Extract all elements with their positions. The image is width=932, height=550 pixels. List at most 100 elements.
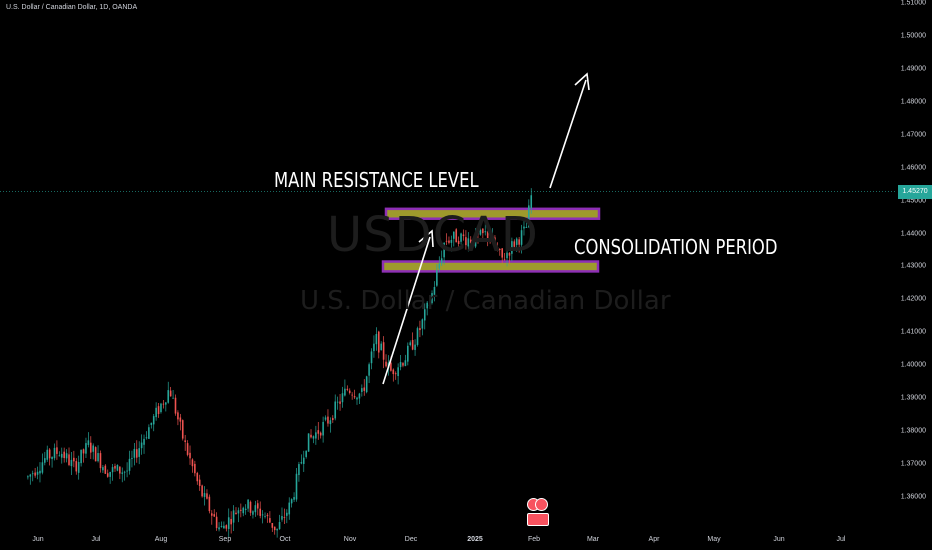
- candle: [235, 507, 237, 515]
- annotation-consolidation: CONSOLIDATION PERIOD: [574, 235, 778, 259]
- candle-body: [469, 239, 472, 244]
- candle-body: [208, 496, 211, 512]
- candle-body: [160, 403, 162, 413]
- candle: [305, 450, 307, 459]
- candle-body: [523, 226, 525, 229]
- candle: [469, 236, 472, 246]
- candle-body: [77, 462, 80, 473]
- candle: [77, 455, 80, 480]
- candle: [167, 381, 170, 404]
- candle: [208, 494, 211, 514]
- candle: [138, 441, 140, 465]
- candle: [433, 281, 436, 302]
- candle-body: [186, 443, 189, 455]
- candle: [273, 526, 276, 535]
- candle: [39, 462, 41, 483]
- candle-body: [508, 252, 511, 256]
- price-tick-label: 1.39000: [900, 394, 926, 402]
- candle-body: [140, 442, 143, 449]
- candle: [368, 362, 370, 383]
- candle-body: [356, 397, 358, 400]
- candle-body: [276, 528, 278, 531]
- candle: [322, 416, 324, 443]
- candle: [198, 474, 201, 491]
- candle-body: [174, 397, 177, 414]
- candle-body: [450, 239, 453, 243]
- candle-body: [518, 239, 520, 245]
- candle-body: [324, 417, 327, 420]
- candle: [508, 252, 511, 265]
- candle-body: [165, 402, 167, 405]
- candle: [97, 445, 99, 463]
- candle: [109, 471, 111, 484]
- candle: [465, 230, 467, 250]
- candle-body: [155, 407, 157, 418]
- candle: [315, 425, 317, 445]
- candle: [75, 458, 78, 475]
- resistance-zone[interactable]: [384, 207, 601, 220]
- candle: [515, 237, 518, 252]
- candle-body: [467, 238, 470, 247]
- candle-body: [232, 510, 235, 523]
- candle-body: [351, 394, 353, 396]
- candle: [140, 434, 143, 455]
- candle-body: [80, 449, 82, 464]
- candle-body: [65, 453, 68, 459]
- candle-body: [307, 433, 310, 452]
- candle-body: [506, 252, 508, 259]
- candle: [152, 413, 155, 432]
- candle: [220, 521, 223, 528]
- candle: [249, 500, 252, 516]
- candle: [494, 235, 496, 249]
- candle-body: [99, 453, 102, 469]
- candle: [331, 415, 334, 423]
- consolidation-zone[interactable]: [381, 260, 600, 273]
- price-tick-label: 1.44000: [900, 230, 926, 238]
- candle: [479, 221, 482, 236]
- candle-body: [399, 362, 402, 368]
- candle-body: [133, 448, 136, 458]
- candle: [440, 250, 443, 267]
- candle-body: [104, 465, 107, 474]
- candle: [218, 522, 220, 532]
- time-tick-label: Jun: [32, 536, 44, 543]
- candle: [48, 448, 51, 466]
- candle: [489, 237, 491, 244]
- candle-body: [191, 459, 194, 467]
- candle: [184, 434, 186, 451]
- candle: [353, 389, 356, 399]
- candle-body: [53, 447, 56, 459]
- candle-body: [27, 476, 29, 478]
- candle-body: [70, 459, 73, 467]
- event-icon[interactable]: [535, 498, 548, 511]
- candle: [298, 461, 300, 482]
- candle: [177, 410, 179, 426]
- price-tick-label: 1.42000: [900, 295, 926, 303]
- candle: [189, 445, 191, 465]
- candle: [310, 429, 312, 439]
- candle-body: [322, 421, 324, 436]
- candle: [302, 450, 305, 472]
- candle-body: [269, 518, 271, 523]
- candle: [244, 504, 247, 515]
- candle: [477, 229, 479, 244]
- price-axis[interactable]: 1.51000 1.50000 1.49000 1.48000 1.47000 1.460…: [896, 0, 932, 550]
- candle-body: [409, 342, 412, 346]
- candle-body: [525, 226, 528, 228]
- candle: [421, 318, 424, 336]
- candle: [409, 340, 412, 347]
- candle-body: [111, 467, 114, 473]
- candle-body: [210, 513, 213, 516]
- candle: [237, 507, 240, 523]
- candle: [365, 375, 368, 394]
- candle-body: [162, 403, 165, 405]
- candle-body: [138, 448, 140, 457]
- candle: [102, 464, 104, 473]
- event-icon[interactable]: [527, 513, 549, 526]
- candle-body: [344, 388, 346, 396]
- candle: [203, 486, 206, 506]
- candle: [520, 224, 523, 254]
- candle: [300, 454, 303, 465]
